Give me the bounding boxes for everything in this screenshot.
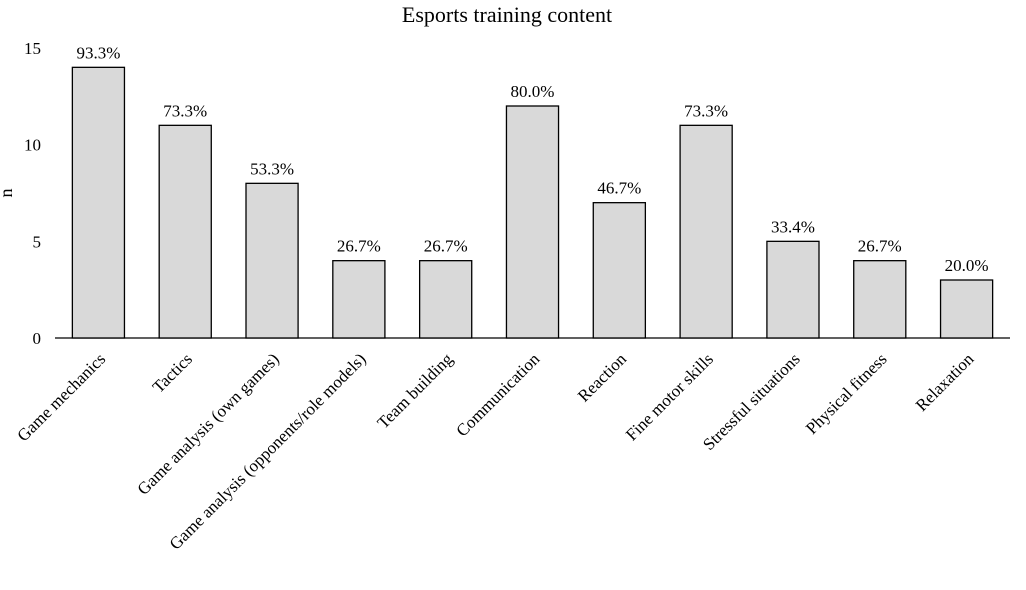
bar (766, 240, 820, 339)
data-label: 80.0% (511, 82, 555, 101)
bar (939, 279, 994, 339)
bar (853, 260, 907, 339)
category-label: Team building (373, 349, 456, 432)
y-tick-label: 15 (24, 39, 41, 58)
category-label: Relaxation (912, 349, 978, 415)
data-label: 73.3% (684, 101, 728, 120)
bar (332, 260, 386, 339)
category-label: Stressful situations (699, 349, 804, 454)
y-tick-label: 0 (33, 329, 42, 348)
data-label: 73.3% (163, 101, 207, 120)
data-label: 33.4% (771, 217, 815, 236)
bar (245, 182, 299, 339)
y-axis-ticks: 0 5 10 15 (24, 39, 41, 348)
category-label: Fine motor skills (622, 349, 717, 444)
data-label: 53.3% (250, 159, 294, 178)
bar (505, 105, 560, 339)
y-tick-label: 5 (33, 232, 42, 251)
y-axis-label: n (0, 189, 16, 198)
category-label: Game analysis (own games) (134, 349, 283, 498)
y-tick-label: 10 (24, 136, 41, 155)
data-label: 46.7% (597, 179, 641, 198)
bar (418, 260, 473, 339)
data-label: 26.7% (858, 237, 902, 256)
category-label: Game mechanics (13, 349, 109, 445)
category-label: Reaction (574, 349, 631, 406)
category-label: Physical fitness (802, 349, 891, 438)
category-label: Communication (452, 349, 543, 440)
category-label: Tactics (149, 349, 196, 396)
bar (592, 202, 647, 339)
bar (679, 124, 733, 339)
category-label: Game analysis (opponents/role models) (166, 349, 370, 553)
data-label: 26.7% (424, 237, 468, 256)
data-labels-group: 93.3% 73.3% 53.3% 26.7% 26.7% 80.0% 46.7% 73.3%… (76, 43, 988, 275)
bar (158, 124, 212, 339)
data-label: 93.3% (76, 43, 120, 62)
bars-group (71, 66, 994, 339)
chart-title: Esports training content (402, 2, 612, 27)
data-label: 26.7% (337, 237, 381, 256)
bar (71, 66, 126, 339)
data-label: 20.0% (945, 256, 989, 275)
